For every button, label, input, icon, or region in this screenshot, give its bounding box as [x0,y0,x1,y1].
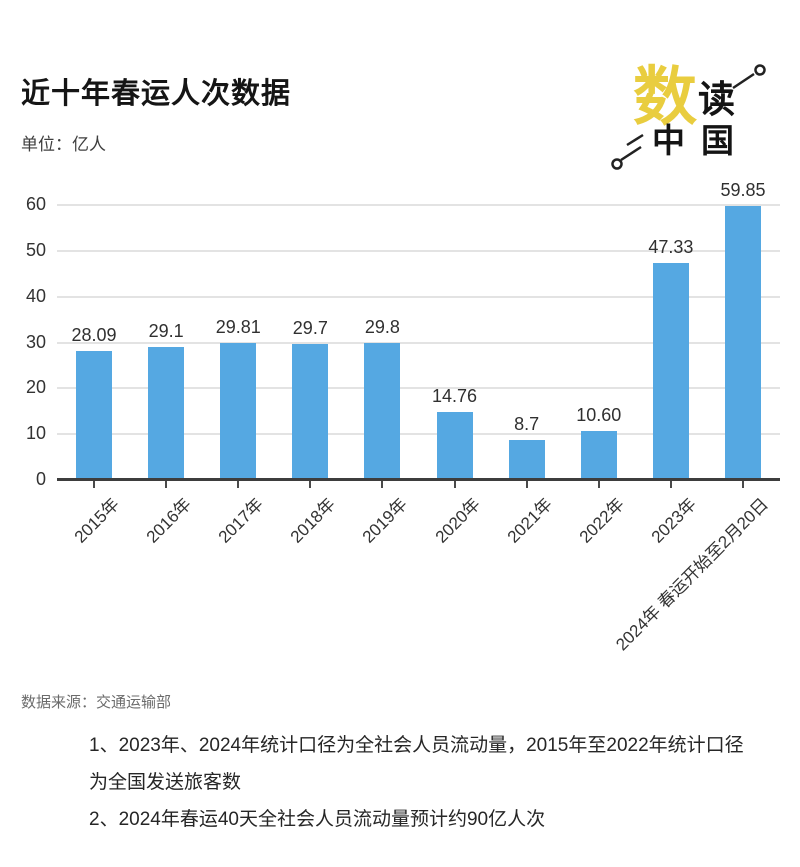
x-axis-tick [165,481,168,488]
logo-char-du: 读 [698,79,735,121]
bar [220,343,257,480]
logo-chars-zhongguo: 中国 [652,123,750,160]
footnote-line: 为全国发送旅客数 [89,772,242,793]
bar-value-label: 28.09 [71,325,117,346]
bar [76,351,112,480]
logo-pin-top-right-icon [732,64,766,90]
data-source: 数据来源：交通运输部 [21,694,172,711]
y-axis-label: 50 [25,239,46,260]
y-axis-label: 10 [25,423,46,444]
x-axis-tick [741,481,744,488]
page-title: 近十年春运人次数据 [21,78,292,110]
bar [508,440,545,480]
x-axis-tick [93,481,95,488]
gridline [57,341,780,344]
bar-value-label: 29.8 [364,317,400,338]
x-axis-tick [525,481,528,488]
footnotes: 1、2023年、2024年统计口径为全社会人员流动量，2015年至2022年统计… [89,727,744,838]
x-axis-tick [237,481,240,488]
x-axis-tick [669,481,672,488]
x-axis-tick [381,481,384,488]
footnote-line: 1、2023年、2024年统计口径为全社会人员流动量，2015年至2022年统计… [89,735,744,756]
x-axis-tick [309,481,312,488]
bar [364,343,401,480]
bar [580,431,617,480]
footnote-line: 2、2024年春运40天全社会人员流动量预计约90亿人次 [89,809,546,830]
bar [724,205,761,480]
logo-char-shu: 数 [633,62,697,133]
y-axis-label: 30 [25,331,46,352]
y-axis-label: 20 [25,377,46,398]
bar-value-label: 47.33 [648,237,694,258]
bar-value-label: 14.76 [432,386,478,407]
x-axis-tick [453,481,456,488]
bar-value-label: 59.85 [720,179,766,200]
logo-pin-bottom-left-icon [611,133,644,170]
gridline [57,204,780,206]
bar-value-label: 8.7 [514,414,540,435]
bar [652,263,689,480]
y-axis-label: 0 [35,469,46,489]
bar-value-label: 29.1 [148,320,184,341]
gridline [57,433,780,436]
gridline [57,387,780,390]
x-axis-line [57,478,780,481]
bar [436,412,473,480]
bar-value-label: 29.81 [215,317,261,338]
bar-value-label: 10.60 [576,405,622,426]
bar-value-label: 29.7 [292,317,328,338]
gridline [57,295,780,298]
shuju-zhongguo-logo: 数 读 中国 [611,62,766,170]
gridline [57,249,780,252]
bar [148,346,185,480]
y-axis-label: 60 [25,194,46,214]
y-axis-label: 40 [25,285,46,306]
x-axis-tick [597,481,600,488]
unit-label: 单位：亿人 [21,135,106,154]
bar [292,343,329,480]
